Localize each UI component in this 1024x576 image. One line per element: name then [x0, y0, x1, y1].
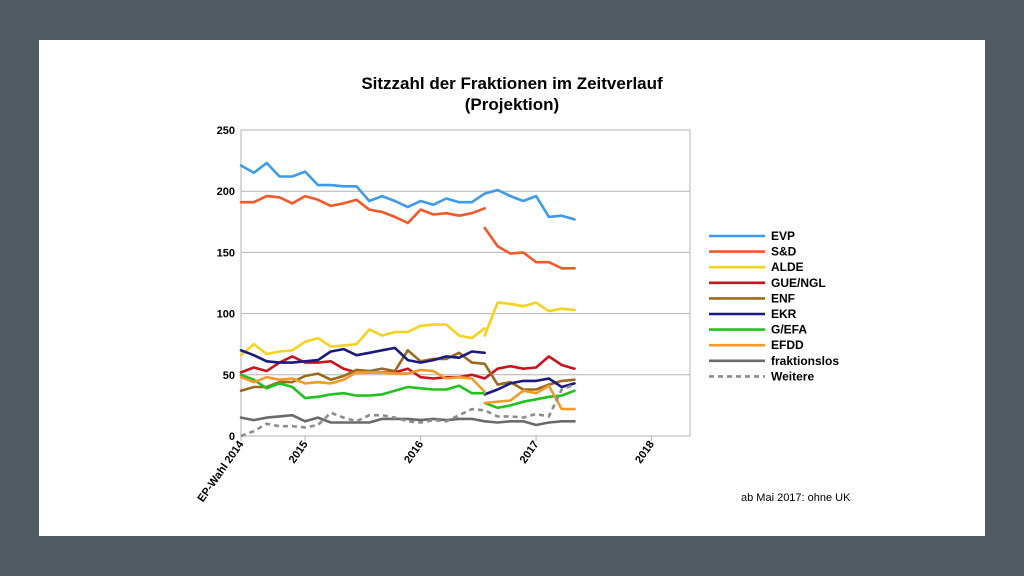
x-tick-label: 2018: [633, 439, 657, 466]
chart-title-line1: Sitzzahl der Fraktionen im Zeitverlauf: [361, 74, 663, 93]
x-tick-label: 2016: [402, 439, 426, 466]
legend-label: S&D: [771, 245, 797, 259]
series-line: [483, 301, 576, 337]
legend-label: ENF: [771, 291, 795, 305]
legend-label: ALDE: [771, 260, 804, 274]
x-tick-label: 2017: [518, 439, 542, 466]
y-tick-label: 0: [229, 431, 235, 443]
y-tick-label: 150: [217, 247, 235, 259]
footnote: ab Mai 2017: ohne UK: [741, 492, 851, 504]
series-line: [483, 377, 576, 396]
series-line: [239, 194, 487, 225]
series-line: [239, 368, 487, 394]
x-tick-label: 2015: [287, 439, 311, 466]
series-line: [239, 373, 487, 400]
y-tick-label: 50: [223, 370, 235, 382]
series-line: [483, 384, 576, 411]
y-tick-label: 250: [217, 125, 235, 137]
series-line: [239, 355, 576, 380]
legend-label: fraktionslos: [771, 354, 839, 368]
series-line: [239, 161, 576, 221]
legend-label: G/EFA: [771, 323, 807, 337]
series-line: [239, 323, 487, 357]
y-tick-label: 100: [217, 309, 235, 321]
series-line: [483, 389, 576, 410]
y-tick-label: 200: [217, 186, 235, 198]
legend-label: EFDD: [771, 338, 804, 352]
legend-label: Weitere: [771, 369, 814, 383]
legend-label: EKR: [771, 307, 797, 321]
legend-label: GUE/NGL: [771, 276, 826, 290]
chart-title: Sitzzahl der Fraktionen im Zeitverlauf (…: [39, 73, 985, 115]
series-line: [239, 346, 487, 364]
series-line: [239, 413, 576, 427]
legend-label: EVP: [771, 229, 795, 243]
series-line: [240, 383, 575, 438]
slide: Sitzzahl der Fraktionen im Zeitverlauf (…: [39, 40, 985, 536]
chart-title-line2: (Projektion): [464, 95, 560, 114]
line-chart: 0 50 100 150 200 250 EP-Wahl 2014 2015 2016 2017 2…: [195, 125, 839, 504]
x-tick-label: EP-Wahl 2014: [195, 438, 246, 504]
series-line: [483, 226, 576, 270]
